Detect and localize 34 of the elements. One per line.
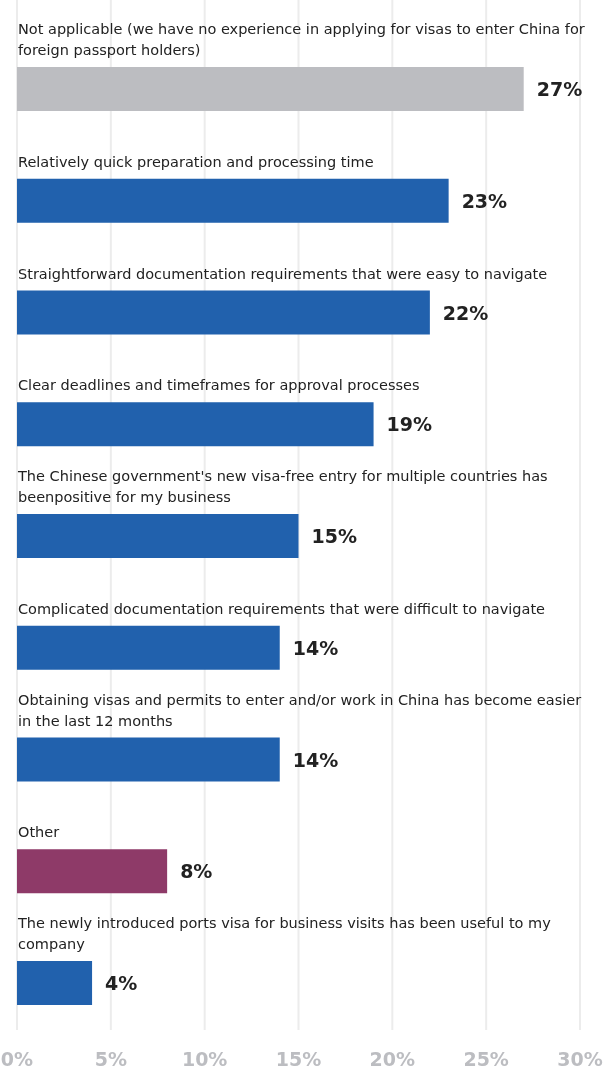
bar: [17, 625, 280, 670]
y-tick-label: The Chinese government's new visa-free entry for multiple countries has beenpositive for my business: [17, 468, 548, 505]
y-tick-label: The newly introduced ports visa for business visits has been useful to my company: [17, 915, 552, 952]
bar: [17, 514, 299, 558]
data-label: 4%: [105, 972, 138, 994]
x-tick-label: 5%: [94, 1048, 127, 1070]
data-label: 22%: [442, 301, 489, 324]
data-label: 14%: [292, 748, 339, 771]
data-label: 15%: [311, 525, 357, 547]
bar: [17, 849, 168, 894]
data-label: 8%: [180, 860, 213, 883]
x-tick-label: 0%: [0, 1048, 34, 1070]
y-tick-label: Straightforward documentation requirements that were easy to navigate: [18, 265, 548, 282]
x-tick-label: 15%: [275, 1048, 322, 1070]
x-tick-label: 20%: [369, 1048, 416, 1070]
y-tick-label: Obtaining visas and permits to enter and/or work in China has become easier in the last 12 months: [18, 691, 582, 729]
bar: [17, 290, 430, 335]
y-tick-label: Other: [18, 824, 60, 841]
x-tick-label: 30%: [557, 1048, 603, 1070]
bar: [17, 178, 449, 223]
x-tick-label: 10%: [181, 1048, 228, 1070]
bar: [17, 402, 374, 447]
y-tick-label: Clear deadlines and timeframes for approval processes: [18, 377, 420, 394]
bar: [17, 737, 280, 782]
bar: [17, 67, 524, 111]
data-label: 19%: [386, 413, 433, 436]
y-tick-label: Not applicable (we have no experience in applying for visas to enter China for foreign passport holders): [18, 21, 585, 58]
y-tick-label: Relatively quick preparation and processing time: [18, 153, 374, 170]
data-label: 27%: [536, 78, 583, 100]
y-tick-label: Complicated documentation requirements that were difficult to navigate: [18, 600, 546, 617]
data-label: 23%: [461, 189, 508, 212]
bar: [17, 961, 93, 1005]
data-label: 14%: [292, 636, 339, 659]
x-tick-label: 25%: [463, 1048, 509, 1070]
